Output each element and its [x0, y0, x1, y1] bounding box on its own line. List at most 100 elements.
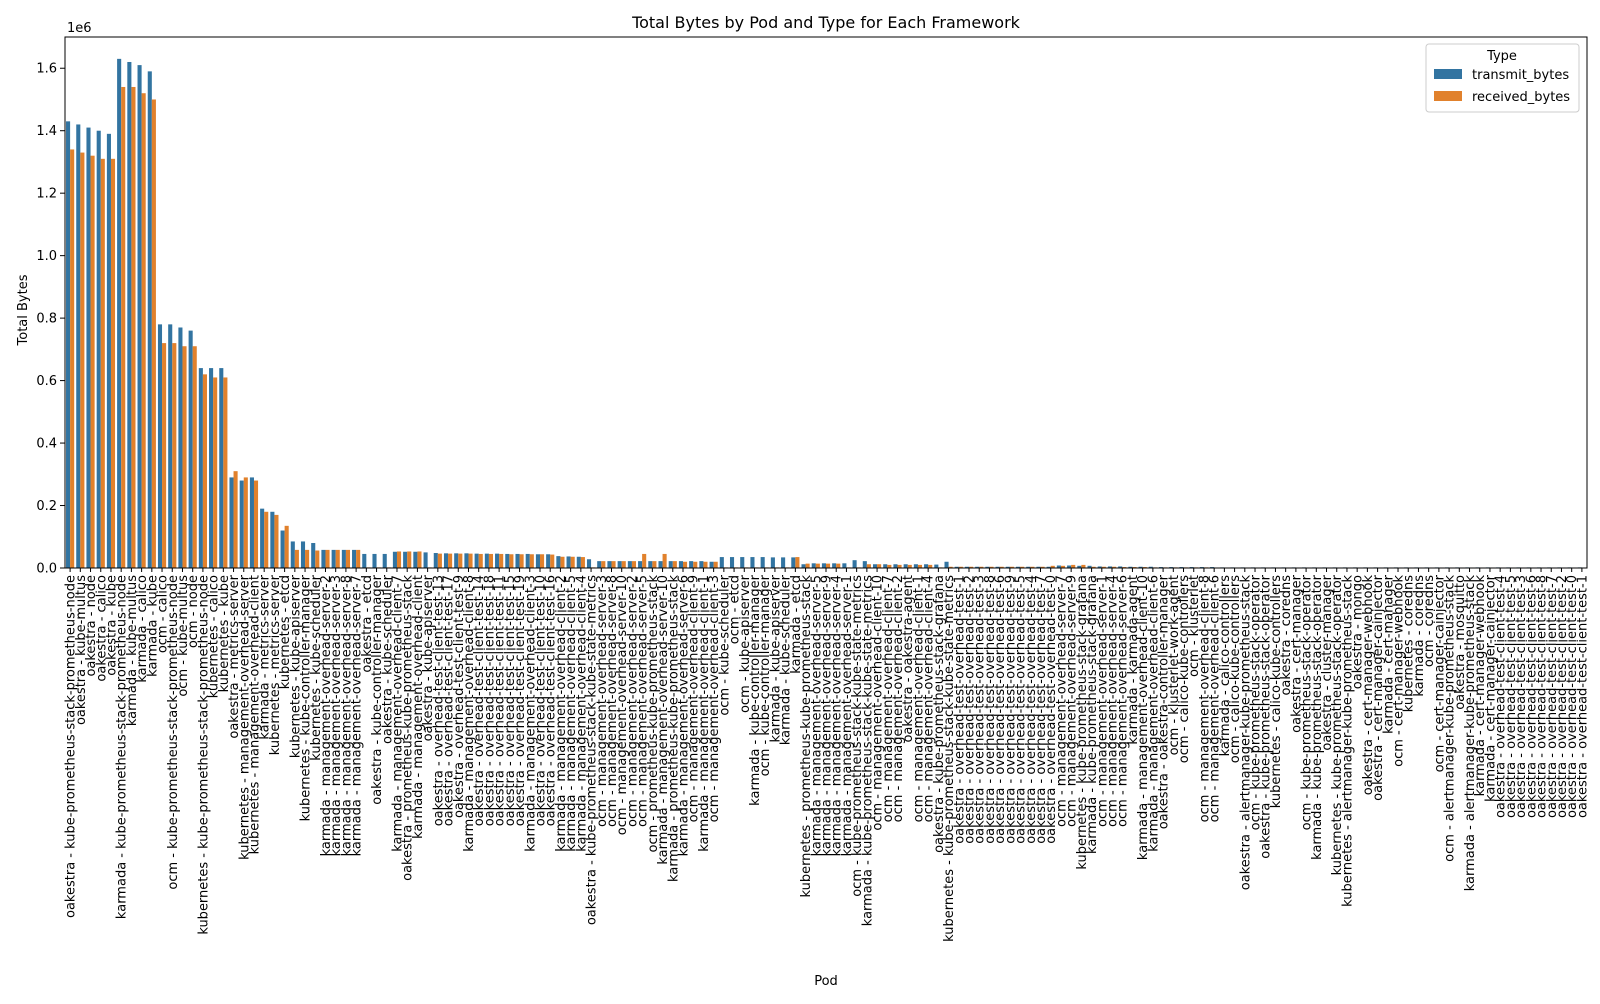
legend-swatch-received	[1434, 91, 1462, 101]
y-axis-ticks: 0.00.20.40.60.81.01.21.41.6	[36, 62, 65, 577]
bar-transmit-bytes	[556, 556, 560, 568]
bar-transmit-bytes	[372, 554, 376, 568]
bar-received-bytes	[80, 153, 84, 568]
bar-transmit-bytes	[158, 324, 162, 568]
bar-transmit-bytes	[822, 563, 826, 568]
bar-transmit-bytes	[117, 59, 121, 568]
bar-transmit-bytes	[229, 477, 233, 568]
bar-received-bytes	[703, 562, 707, 568]
bar-transmit-bytes	[362, 554, 366, 568]
y-tick-label: 1.0	[36, 249, 57, 264]
bar-transmit-bytes	[97, 131, 101, 568]
bar-received-bytes	[356, 550, 360, 568]
bar-transmit-bytes	[76, 124, 80, 568]
bar-received-bytes	[652, 561, 656, 568]
bar-transmit-bytes	[526, 554, 530, 568]
y-tick-label: 0.8	[36, 312, 57, 327]
bar-transmit-bytes	[924, 564, 928, 568]
bar-received-bytes	[673, 561, 677, 568]
bar-received-bytes	[714, 562, 718, 568]
bar-received-bytes	[806, 564, 810, 568]
bar-transmit-bytes	[270, 512, 274, 568]
bar-transmit-bytes	[842, 563, 846, 568]
bar-transmit-bytes	[883, 564, 887, 568]
bar-transmit-bytes	[107, 134, 111, 568]
bar-received-bytes	[295, 550, 299, 568]
bar-transmit-bytes	[761, 557, 765, 568]
bar-transmit-bytes	[260, 509, 264, 568]
bar-transmit-bytes	[168, 324, 172, 568]
bar-transmit-bytes	[434, 553, 438, 568]
plot-frame	[65, 37, 1587, 568]
bar-received-bytes	[571, 557, 575, 568]
bar-transmit-bytes	[669, 561, 673, 568]
bar-received-bytes	[182, 346, 186, 568]
bar-transmit-bytes	[352, 550, 356, 568]
bar-received-bytes	[683, 562, 687, 568]
bar-transmit-bytes	[801, 564, 805, 568]
bar-received-bytes	[223, 377, 227, 568]
bar-transmit-bytes	[750, 557, 754, 568]
bar-transmit-bytes	[648, 561, 652, 568]
bar-transmit-bytes	[464, 553, 468, 568]
bar-transmit-bytes	[710, 562, 714, 568]
bar-received-bytes	[142, 93, 146, 568]
bar-received-bytes	[264, 512, 268, 568]
bar-transmit-bytes	[281, 531, 285, 568]
bar-transmit-bytes	[485, 554, 489, 568]
bar-received-bytes	[816, 564, 820, 568]
bar-received-bytes	[417, 551, 421, 568]
bar-transmit-bytes	[863, 561, 867, 568]
bar-transmit-bytes	[873, 564, 877, 568]
bar-received-bytes	[458, 554, 462, 568]
legend-title: Type	[1486, 49, 1517, 64]
bar-received-bytes	[254, 481, 258, 568]
bar-received-bytes	[693, 562, 697, 568]
bar-transmit-bytes	[853, 560, 857, 568]
bar-transmit-bytes	[240, 481, 244, 568]
bar-received-bytes	[663, 554, 667, 568]
bar-transmit-bytes	[587, 559, 591, 568]
bar-transmit-bytes	[321, 550, 325, 568]
bar-transmit-bytes	[720, 557, 724, 568]
bar-transmit-bytes	[403, 552, 407, 568]
chart-title: Total Bytes by Pod and Type for Each Fra…	[631, 13, 1021, 32]
bar-received-bytes	[121, 87, 125, 568]
bar-transmit-bytes	[904, 564, 908, 568]
bar-received-bytes	[111, 159, 115, 568]
bar-received-bytes	[468, 554, 472, 568]
bar-received-bytes	[826, 564, 830, 568]
bar-received-bytes	[285, 526, 289, 568]
bar-transmit-bytes	[699, 561, 703, 568]
bar-received-bytes	[305, 550, 309, 568]
bar-transmit-bytes	[607, 561, 611, 568]
bar-transmit-bytes	[515, 554, 519, 568]
bar-received-bytes	[611, 561, 615, 568]
bar-transmit-bytes	[536, 554, 540, 568]
bar-received-bytes	[489, 554, 493, 568]
legend-label-received: received_bytes	[1472, 90, 1570, 105]
bar-transmit-bytes	[832, 563, 836, 568]
bar-transmit-bytes	[250, 477, 254, 568]
bar-received-bytes	[438, 554, 442, 568]
bar-received-bytes	[172, 343, 176, 568]
bar-transmit-bytes	[893, 564, 897, 568]
bar-transmit-bytes	[66, 121, 70, 568]
y-tick-label: 0.2	[36, 499, 57, 514]
bar-received-bytes	[479, 554, 483, 568]
bar-transmit-bytes	[127, 62, 131, 568]
y-axis-offset-label: 1e6	[67, 21, 92, 36]
bar-transmit-bytes	[740, 557, 744, 568]
bar-received-bytes	[193, 346, 197, 568]
bar-transmit-bytes	[546, 554, 550, 568]
legend-swatch-transmit	[1434, 69, 1462, 79]
bar-transmit-bytes	[730, 557, 734, 568]
bar-received-bytes	[642, 554, 646, 568]
bar-received-bytes	[550, 555, 554, 568]
bar-transmit-bytes	[567, 556, 571, 568]
bar-transmit-bytes	[189, 331, 193, 568]
y-tick-label: 1.2	[36, 187, 57, 202]
bar-transmit-bytes	[771, 557, 775, 568]
bar-transmit-bytes	[301, 541, 305, 568]
bar-received-bytes	[601, 561, 605, 568]
